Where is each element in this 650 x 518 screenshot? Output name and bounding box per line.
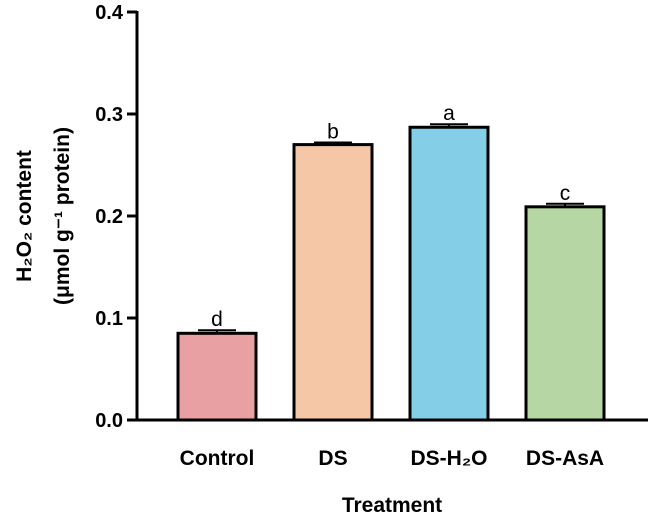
bar — [524, 205, 606, 422]
bar — [292, 143, 374, 422]
x-axis-title: Treatment — [342, 494, 442, 517]
y-axis-ticks: 0.0 0.1 0.2 0.3 0.4 — [95, 2, 137, 432]
y-axis-title: H₂O₂ content (μmol g⁻¹ protein) — [13, 127, 74, 305]
y-tick-label: 0.0 — [95, 410, 123, 432]
y-tick-label: 0.4 — [95, 2, 124, 24]
significance-letter: b — [327, 121, 339, 144]
bar — [176, 331, 258, 422]
x-category-label: Control — [180, 447, 255, 470]
y-tick-label: 0.2 — [95, 206, 123, 228]
bars — [176, 125, 606, 422]
y-tick-label: 0.1 — [95, 308, 123, 330]
x-category-label: DS — [318, 447, 347, 470]
bar — [408, 125, 490, 422]
significance-letters: d b a c — [211, 102, 570, 331]
error-bars — [198, 123, 584, 334]
significance-letter: c — [560, 182, 571, 205]
significance-letter: a — [443, 102, 455, 125]
x-category-label: DS-H₂O — [411, 447, 488, 470]
y-axis-title-line2: (μmol g⁻¹ protein) — [51, 127, 74, 305]
y-axis-title-line1: H₂O₂ content — [13, 150, 36, 282]
y-tick-label: 0.3 — [95, 104, 123, 126]
x-axis-category-labels: Control DS DS-H₂O DS-AsA — [180, 447, 604, 470]
x-category-label: DS-AsA — [526, 447, 604, 470]
significance-letter: d — [211, 308, 223, 331]
